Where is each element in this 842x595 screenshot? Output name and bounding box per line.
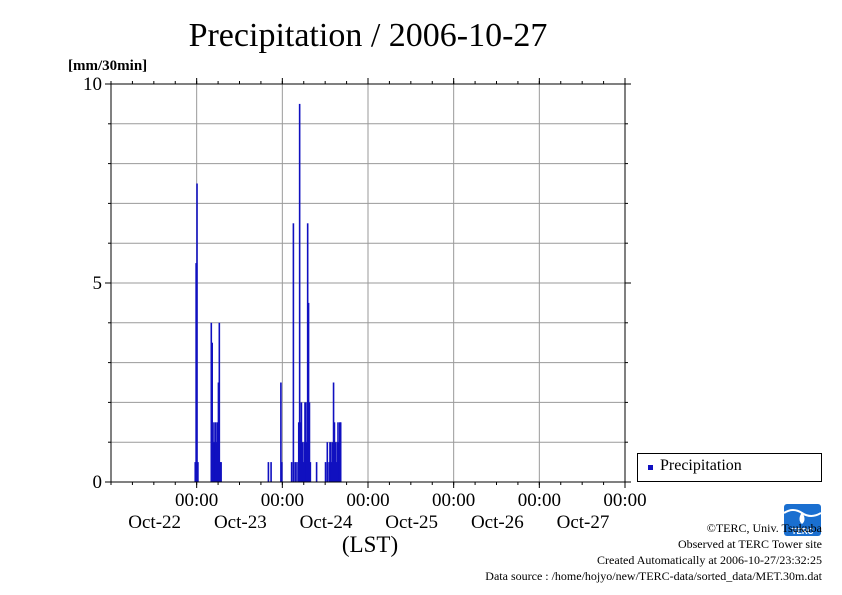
- precipitation-bar: [218, 322, 221, 482]
- precipitation-bar: [307, 302, 310, 482]
- y-tick-label: 0: [93, 472, 103, 493]
- precipitation-bar: [298, 103, 301, 483]
- x-tick-time-label: 00:00: [346, 490, 389, 511]
- precipitation-bar: [197, 462, 199, 482]
- y-axis-ticks: 0 5 10: [83, 74, 631, 493]
- precipitation-bar: [270, 462, 272, 482]
- precipitation-bar: [210, 322, 213, 482]
- precipitation-bar: [214, 422, 217, 482]
- precipitation-bar: [329, 442, 331, 482]
- x-tick-date-label: Oct-25: [385, 512, 438, 533]
- precipitation-bar: [267, 462, 270, 482]
- x-tick-time-label: 00:00: [603, 490, 646, 511]
- y-tick-label: 5: [93, 273, 103, 294]
- x-tick-time-label: 00:00: [261, 490, 304, 511]
- precipitation-bar: [334, 442, 337, 482]
- data-source-text: Data source : /home/hojyo/new/TERC-data/…: [485, 569, 822, 583]
- precipitation-bar: [280, 462, 283, 482]
- precipitation-bar: [294, 462, 296, 482]
- precipitation-bar: [304, 402, 306, 482]
- precipitation-bar: [302, 462, 305, 482]
- precipitation-bar: [336, 442, 338, 482]
- precipitation-bar: [337, 422, 339, 482]
- y-axis-unit-label: [mm/30min]: [68, 58, 147, 74]
- x-tick-time-label: 00:00: [518, 490, 561, 511]
- x-axis-label: (LST): [342, 532, 398, 557]
- legend: Precipitation: [637, 453, 822, 482]
- created-text: Created Automatically at 2006-10-27/23:3…: [597, 553, 822, 567]
- x-tick-time-label: 00:00: [432, 490, 475, 511]
- precipitation-bar: [219, 462, 222, 482]
- y-tick-label: 10: [83, 74, 102, 95]
- credits-block: ©TERC, Univ. Tsukuba Observed at TERC To…: [485, 520, 822, 584]
- precipitation-bar: [306, 223, 309, 483]
- precipitation-bar: [324, 462, 327, 482]
- precipitation-bar: [212, 442, 214, 482]
- precipitation-bar: [196, 183, 198, 482]
- precipitation-bar: [300, 402, 303, 482]
- precipitation-bar: [330, 442, 332, 482]
- x-tick-date-label: Oct-27: [557, 512, 610, 533]
- precipitation-bar: [328, 462, 330, 482]
- precipitation-bar: [330, 462, 333, 482]
- precipitation-bar: [333, 422, 336, 482]
- precipitation-bar: [338, 422, 341, 482]
- grid-lines: [111, 84, 626, 482]
- precipitation-bar: [216, 422, 219, 482]
- precipitation-bar: [213, 422, 215, 482]
- observed-text: Observed at TERC Tower site: [677, 537, 822, 551]
- precipitation-bar: [309, 462, 312, 482]
- x-tick-date-label: Oct-23: [214, 512, 267, 533]
- precipitation-bar: [296, 462, 298, 482]
- precipitation-bar: [280, 382, 282, 482]
- x-axis-ticks: 00:00Oct-2200:00Oct-2300:00Oct-2400:00Oc…: [110, 78, 647, 533]
- precipitation-bar: [303, 442, 305, 482]
- precipitation-bar: [305, 402, 307, 482]
- precipitation-bar: [215, 442, 218, 482]
- precipitation-bar: [290, 462, 293, 482]
- precipitation-bar: [214, 442, 216, 482]
- precipitation-bar: [338, 442, 340, 482]
- terc-logo-icon: TERC: [784, 504, 821, 536]
- precipitation-bar: [292, 223, 295, 483]
- precipitation-bar: [335, 462, 338, 482]
- precipitation-bar: [211, 342, 213, 482]
- precipitation-bar: [305, 442, 308, 482]
- precipitation-bar: [297, 422, 300, 482]
- precipitation-bar: [195, 263, 197, 482]
- x-tick-date-label: Oct-26: [471, 512, 524, 533]
- legend-label: Precipitation: [660, 457, 742, 474]
- precipitation-bar: [326, 442, 329, 482]
- precipitation-bar: [220, 462, 222, 482]
- precipitation-bar: [194, 462, 197, 482]
- copyright-text: ©TERC, Univ. Tsukuba: [706, 521, 822, 535]
- precipitation-bar: [339, 422, 342, 482]
- precipitation-bar: [315, 462, 318, 482]
- chart-title: Precipitation / 2006-10-27: [189, 17, 548, 54]
- precipitation-bar: [217, 382, 220, 482]
- precipitation-bar: [308, 402, 311, 482]
- x-tick-date-label: Oct-22: [128, 512, 181, 533]
- logo-text: TERC: [792, 527, 814, 536]
- bar-series: [194, 103, 342, 483]
- x-tick-time-label: 00:00: [175, 490, 218, 511]
- precipitation-bar: [301, 442, 304, 482]
- x-tick-date-label: Oct-24: [300, 512, 353, 533]
- legend-swatch: [648, 465, 653, 470]
- precipitation-bar: [331, 442, 334, 482]
- precipitation-bar: [332, 382, 335, 482]
- precipitation-bar: [299, 422, 302, 482]
